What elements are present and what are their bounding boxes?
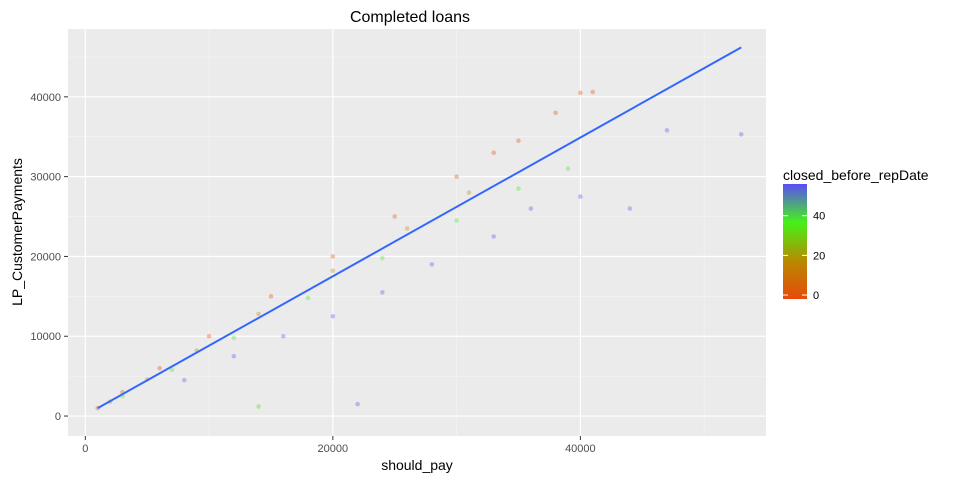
x-tick-label: 20000	[318, 443, 349, 455]
plot-panel	[68, 29, 766, 436]
data-point	[516, 186, 521, 191]
y-tick-label: 30000	[30, 172, 61, 184]
data-point	[355, 401, 360, 407]
data-point	[380, 290, 385, 295]
data-point	[454, 218, 459, 223]
grid-major	[68, 29, 766, 436]
data-point	[281, 333, 286, 339]
data-point	[553, 110, 558, 116]
data-point	[578, 194, 583, 199]
data-point	[330, 268, 336, 274]
data-point	[392, 214, 398, 219]
data-point	[182, 377, 187, 383]
legend-tick-label: 0	[813, 290, 819, 302]
y-axis-title: LP_CustomerPayments	[9, 158, 25, 306]
y-axis-ticks: 0 10000 20000 30000 40000	[30, 92, 68, 423]
legend-title: closed_before_repDate	[783, 167, 929, 183]
data-point	[231, 353, 237, 359]
trend-line	[97, 46, 742, 409]
data-point	[305, 295, 311, 301]
color-legend: closed_before_repDate 0 20 40	[783, 167, 929, 302]
data-point	[565, 166, 571, 171]
data-point	[528, 206, 534, 211]
data-point	[590, 89, 596, 95]
y-tick-label: 40000	[30, 92, 61, 104]
data-point	[578, 90, 583, 96]
x-axis-ticks: 0 20000 40000	[82, 436, 596, 455]
y-tick-label: 10000	[30, 331, 61, 343]
data-point	[627, 206, 633, 211]
y-tick-label: 20000	[30, 251, 61, 263]
data-point	[380, 255, 385, 261]
x-tick-label: 40000	[565, 443, 596, 455]
data-point	[466, 190, 472, 195]
x-axis-title: should_pay	[381, 457, 453, 473]
trend-line-layer	[97, 46, 742, 409]
data-point	[664, 128, 670, 133]
chart-title: Completed loans	[350, 9, 470, 26]
data-point	[256, 404, 261, 409]
legend-colorbar	[783, 184, 807, 299]
data-point	[491, 150, 497, 155]
legend-tick-label: 20	[813, 250, 825, 262]
data-point	[256, 311, 261, 317]
legend-ticks: 0 20 40	[783, 211, 825, 302]
data-point	[516, 138, 521, 144]
data-point	[404, 226, 410, 231]
data-point	[330, 313, 336, 319]
y-tick-label: 0	[55, 411, 61, 423]
data-point	[738, 132, 744, 137]
x-tick-label: 0	[82, 443, 88, 455]
data-point	[454, 174, 459, 179]
data-point	[491, 234, 497, 239]
data-point	[268, 294, 274, 299]
data-point	[429, 262, 435, 267]
data-point	[206, 333, 212, 339]
data-point	[330, 254, 336, 259]
legend-tick-label: 40	[813, 211, 825, 223]
data-point	[157, 365, 162, 371]
data-point	[231, 335, 237, 341]
data-point	[169, 367, 175, 373]
